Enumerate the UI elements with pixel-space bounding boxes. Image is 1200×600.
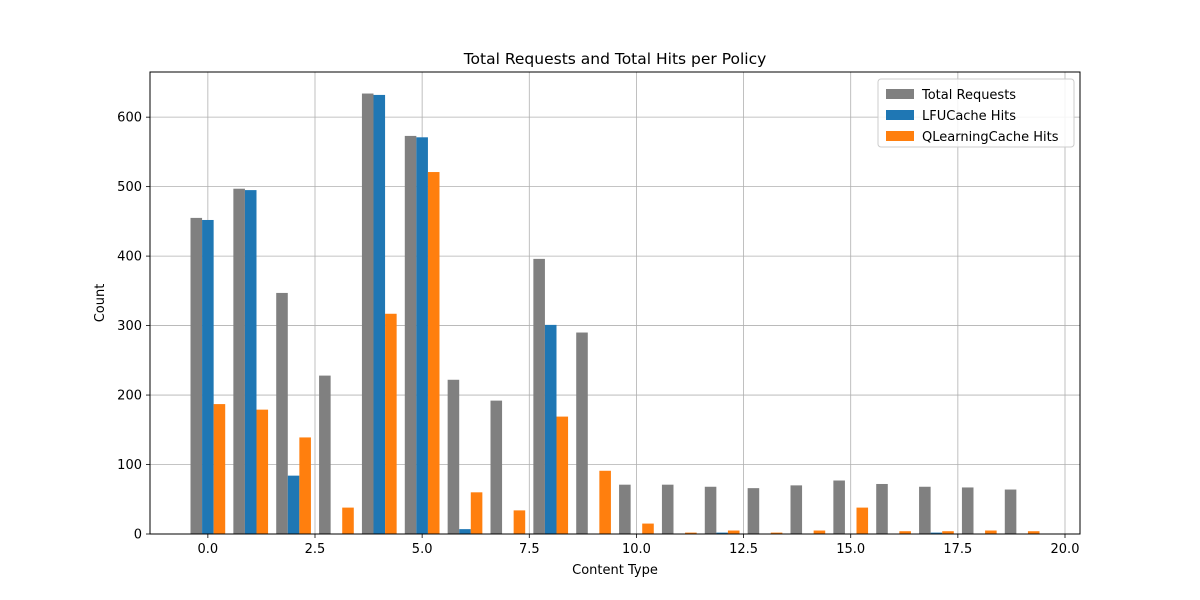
qlearningcache-hits-bar [727, 530, 740, 534]
total-requests-bar [747, 488, 760, 534]
x-tick-label: 10.0 [622, 542, 651, 557]
qlearningcache-hits-bar [685, 532, 697, 534]
qlearningcache-hits-bar [470, 492, 483, 534]
legend-swatch [886, 89, 914, 99]
x-axis-label: Content Type [572, 563, 658, 578]
y-tick-label: 0 [134, 528, 142, 543]
total-requests-bar [361, 93, 374, 535]
qlearningcache-hits-bar [427, 172, 440, 534]
x-tick-label: 20.0 [1051, 542, 1080, 557]
total-requests-bar [490, 400, 503, 534]
lfucache-hits-bar [244, 190, 257, 534]
qlearningcache-hits-bar [385, 313, 397, 534]
legend-label: Total Requests [921, 88, 1016, 103]
qlearningcache-hits-bar [942, 531, 954, 534]
x-tick-label: 15.0 [836, 542, 865, 557]
qlearningcache-hits-bar [299, 437, 311, 534]
total-requests-bar [876, 483, 888, 534]
qlearningcache-hits-bar [770, 532, 783, 534]
lfucache-hits-bar [716, 532, 728, 534]
total-requests-bar [190, 217, 203, 535]
legend-label: QLearningCache Hits [922, 130, 1059, 145]
qlearningcache-hits-bar [642, 523, 654, 534]
total-requests-bar [704, 486, 717, 534]
qlearningcache-hits-bar [213, 404, 226, 534]
x-tick-label: 5.0 [412, 542, 433, 557]
total-requests-bar [919, 486, 931, 534]
total-requests-bar [276, 292, 288, 534]
qlearningcache-hits-bar [256, 409, 269, 534]
bars [190, 93, 1040, 535]
ticks: 0.0 2.5 5.0 7.5 10.0 12.5 15.0 17.5 20.0 0 100 200 3… [117, 111, 1079, 557]
legend-label: LFUCache Hits [922, 109, 1016, 124]
lfucache-hits-bar [202, 219, 214, 534]
lfucache-hits-bar [287, 475, 300, 534]
total-requests-bar [790, 485, 803, 534]
total-requests-bar [404, 135, 417, 535]
total-requests-bar [833, 480, 845, 534]
x-tick-label: 0.0 [198, 542, 219, 557]
qlearningcache-hits-bar [985, 530, 997, 534]
chart-title: Total Requests and Total Hits per Policy [463, 50, 767, 68]
qlearningcache-hits-bar [599, 470, 611, 534]
qlearningcache-hits-bar [1027, 531, 1040, 534]
lfucache-hits-bar [373, 94, 386, 534]
total-requests-bar [319, 375, 331, 534]
x-tick-label: 12.5 [729, 542, 758, 557]
y-tick-label: 200 [117, 389, 142, 404]
qlearningcache-hits-bar [513, 510, 526, 534]
qlearningcache-hits-bar [556, 416, 569, 534]
total-requests-bar [447, 379, 460, 534]
y-tick-label: 400 [117, 250, 142, 265]
y-tick-label: 100 [117, 458, 142, 473]
lfucache-hits-bar [930, 532, 943, 534]
y-axis-label: Count [93, 284, 108, 323]
qlearningcache-hits-bar [813, 530, 826, 534]
lfucache-hits-bar [459, 529, 471, 534]
lfucache-hits-bar [416, 137, 428, 534]
legend-box [877, 78, 1075, 148]
lfucache-hits-bar [544, 324, 557, 534]
plot-frame [149, 71, 1081, 535]
total-requests-bar [961, 487, 974, 534]
legend: Total Requests LFUCache Hits QLearningCach… [877, 78, 1075, 148]
total-requests-bar [661, 484, 674, 534]
total-requests-bar [533, 258, 545, 534]
legend-swatch [886, 131, 914, 141]
x-tick-label: 2.5 [305, 542, 326, 557]
qlearningcache-hits-bar [342, 507, 354, 534]
x-tick-label: 17.5 [943, 542, 972, 557]
legend-swatch [886, 110, 914, 120]
total-requests-bar [233, 188, 245, 534]
y-tick-label: 600 [117, 111, 142, 126]
total-requests-bar [1004, 489, 1017, 534]
x-tick-label: 7.5 [519, 542, 540, 557]
total-requests-bar [619, 484, 631, 534]
qlearningcache-hits-bar [899, 531, 911, 534]
total-requests-bar [576, 332, 588, 534]
y-tick-label: 500 [117, 180, 142, 195]
qlearningcache-hits-bar [856, 507, 869, 534]
y-tick-label: 300 [117, 319, 142, 334]
